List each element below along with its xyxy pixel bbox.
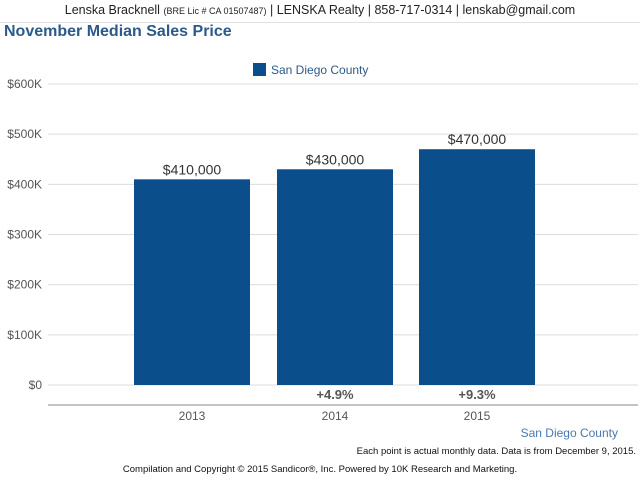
y-axis-ticks: $0 $100K $200K $300K $400K $500K $600K [7, 77, 42, 392]
x-tick-label: 2015 [464, 409, 491, 423]
agent-name: Lenska Bracknell [64, 3, 160, 17]
y-tick-label: $300K [7, 228, 42, 242]
legend: San Diego County [253, 63, 368, 77]
x-tick-label: 2014 [322, 409, 349, 423]
bar-2014 [277, 169, 393, 385]
bar-value-label: $430,000 [306, 151, 365, 167]
y-tick-label: $500K [7, 127, 42, 141]
y-tick-label: $0 [29, 378, 43, 392]
bar-value-label: $410,000 [163, 161, 222, 177]
legend-label: San Diego County [271, 63, 368, 77]
change-label: +4.9% [316, 387, 354, 402]
y-tick-label: $600K [7, 77, 42, 91]
bar-2013 [134, 179, 250, 385]
chart-title: November Median Sales Price [4, 23, 232, 40]
change-labels: +4.9% +9.3% [316, 387, 496, 402]
bar-2015 [419, 149, 535, 385]
y-tick-label: $400K [7, 177, 42, 191]
license-number: (BRE Lic # CA 01507487) [163, 6, 267, 16]
x-axis-ticks: 2013 2014 2015 [179, 409, 491, 423]
bars [134, 149, 535, 385]
y-tick-label: $100K [7, 328, 42, 342]
legend-swatch [253, 63, 266, 76]
change-label: +9.3% [458, 387, 496, 402]
footer-copyright: Compilation and Copyright © 2015 Sandico… [122, 464, 518, 475]
y-tick-label: $200K [7, 278, 42, 292]
footer-region: San Diego County [520, 426, 618, 440]
x-tick-label: 2013 [179, 409, 206, 423]
bar-value-labels: $410,000 $430,000 $470,000 [163, 131, 507, 177]
agent-header: Lenska Bracknell (BRE Lic # CA 01507487)… [0, 0, 640, 23]
footer-note: Each point is actual monthly data. Data … [356, 446, 636, 457]
agent-contact: | LENSKA Realty | 858-717-0314 | lenskab… [270, 3, 576, 17]
bar-value-label: $470,000 [448, 131, 507, 147]
bar-chart: $0 $100K $200K $300K $400K $500K $600K $410,00… [7, 63, 638, 423]
